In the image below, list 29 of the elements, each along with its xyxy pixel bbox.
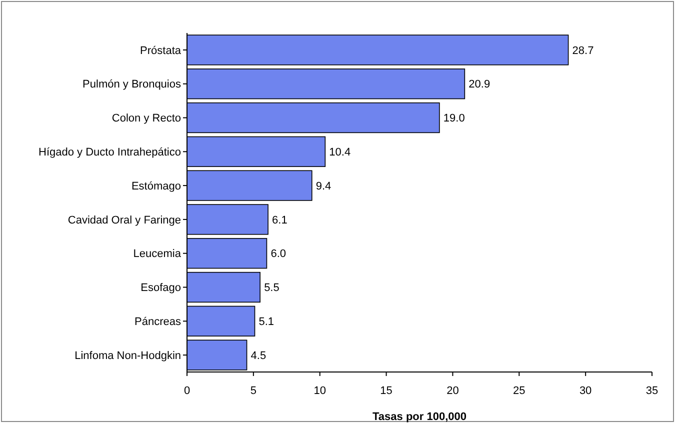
data-label: 9.4	[316, 180, 332, 192]
x-tick-label: 30	[579, 385, 592, 397]
y-tick-label: Colon y Recto	[112, 112, 181, 125]
data-label: 4.5	[250, 350, 266, 362]
x-tick-label: 20	[446, 385, 459, 397]
x-tick-label: 5	[250, 385, 256, 397]
data-label: 5.1	[258, 316, 274, 328]
x-tick-label: 0	[184, 385, 190, 397]
y-tick-label: Hígado y Ducto Intrahepático	[38, 146, 181, 158]
y-tick-label: Leucemia	[133, 248, 182, 260]
y-tick-label: Pulmón y Bronquios	[82, 78, 182, 91]
y-tick-label: Linfoma Non-Hodgkin	[74, 350, 181, 362]
y-tick-label: Próstata	[140, 44, 182, 57]
data-label: 6.0	[270, 248, 286, 260]
x-tick-label: 25	[513, 385, 526, 397]
data-label: 19.0	[443, 112, 465, 125]
x-tick-label: 10	[314, 385, 326, 397]
data-label: 28.7	[572, 44, 594, 57]
data-label: 6.1	[272, 214, 288, 226]
data-label: 10.4	[329, 146, 351, 158]
x-tick-label: 15	[380, 385, 392, 397]
y-tick-label: Esofago	[140, 282, 181, 294]
y-tick-label: Páncreas	[134, 316, 182, 328]
y-tick-label: Estómago	[131, 180, 181, 192]
y-tick-label: Cavidad Oral y Faringe	[68, 214, 181, 226]
data-label: 20.9	[468, 78, 490, 91]
data-label: 5.5	[264, 282, 280, 294]
x-tick-label: 35	[646, 385, 658, 397]
x-axis-title: Tasas por 100,000	[372, 411, 466, 423]
